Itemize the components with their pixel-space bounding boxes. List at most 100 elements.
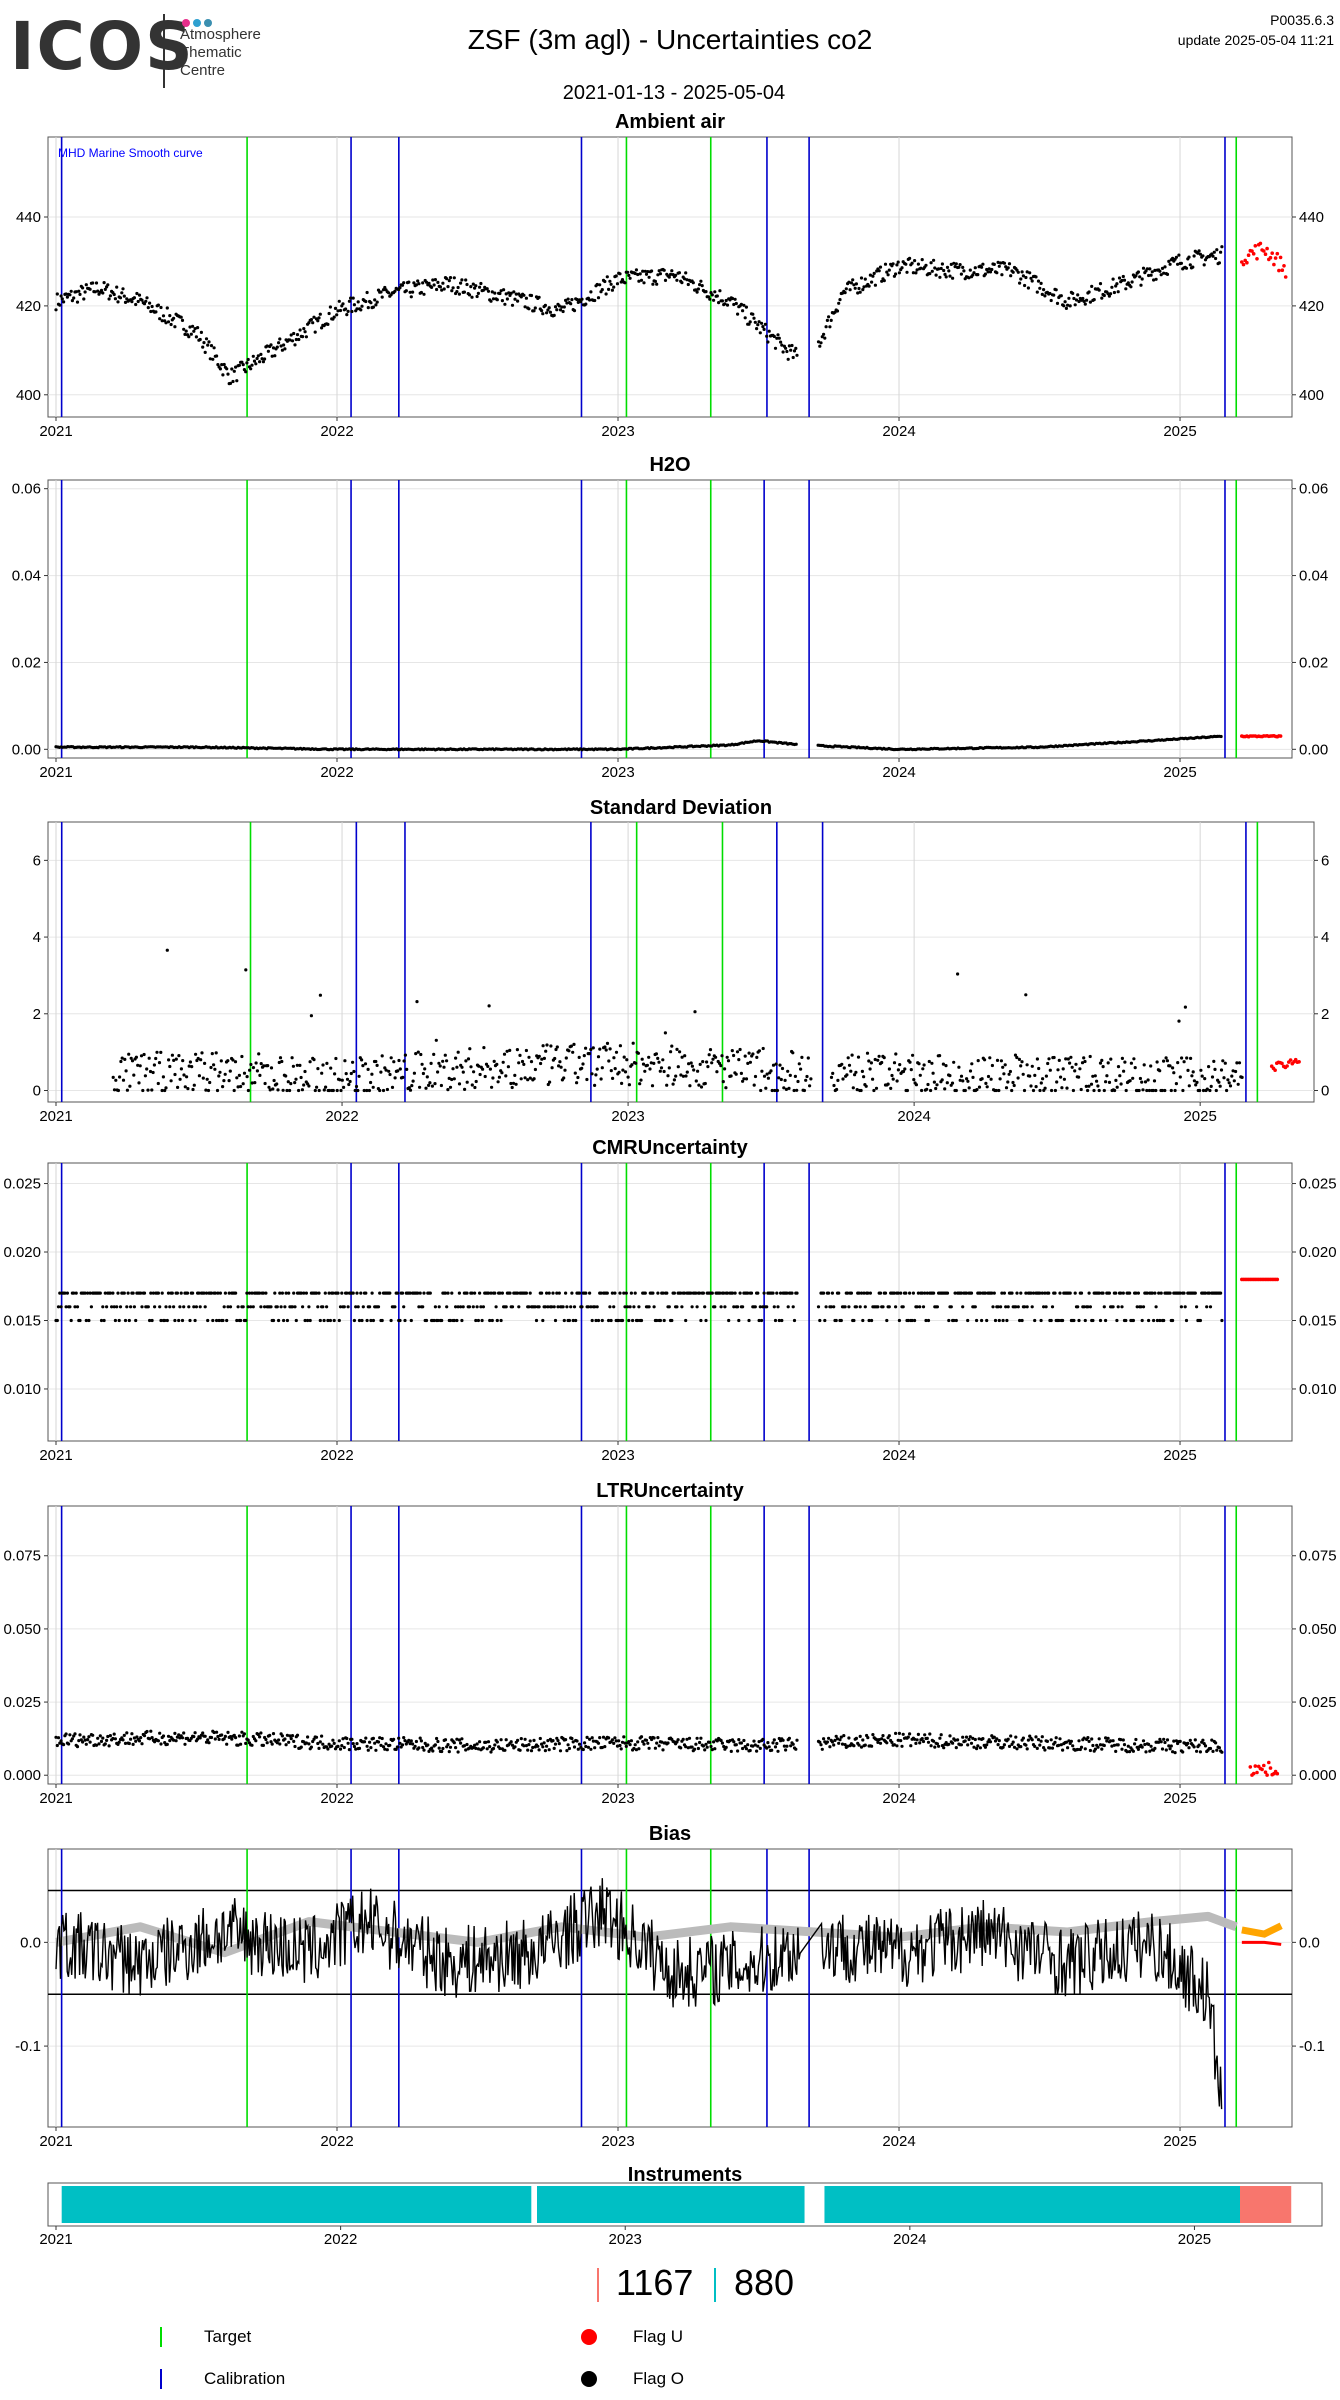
flag-o-point — [971, 1736, 975, 1740]
cmruncertainty-frame — [47, 1162, 1293, 1442]
flag-u-point — [1248, 1765, 1253, 1769]
flag-o-point — [480, 1318, 484, 1323]
flag-o-point — [676, 1738, 680, 1742]
flag-o-point — [743, 1054, 747, 1058]
flag-o-point — [331, 1291, 335, 1295]
flag-o-point — [900, 1744, 904, 1748]
flag-u-legend-swatch — [581, 2329, 597, 2345]
flag-o-point — [433, 278, 437, 282]
flag-o-point — [959, 1291, 964, 1295]
flag-o-point — [465, 1291, 469, 1295]
flag-o-point — [677, 271, 682, 275]
flag-o-point — [600, 1318, 604, 1323]
flag-o-point — [203, 1061, 207, 1065]
flag-o-point — [1220, 1750, 1224, 1754]
h2o-title: H2O — [649, 454, 690, 476]
flag-o-point — [573, 1071, 577, 1075]
flag-o-point — [290, 339, 295, 343]
flag-o-point — [975, 1088, 979, 1092]
flag-o-point — [337, 299, 341, 303]
flag-o-point — [892, 1061, 897, 1065]
flag-o-point — [55, 1318, 59, 1323]
flag-o-point — [516, 1738, 520, 1742]
flag-o-point — [780, 1318, 784, 1323]
flag-o-point — [860, 1069, 865, 1073]
flag-o-point — [184, 329, 188, 333]
flag-o-point — [876, 1740, 880, 1744]
flag-o-point — [64, 1732, 68, 1736]
flag-o-point — [1012, 1083, 1016, 1088]
flag-o-point — [603, 279, 607, 284]
flag-o-point — [1203, 1744, 1208, 1748]
flag-o-point — [523, 1076, 527, 1080]
flag-o-point — [851, 1086, 855, 1090]
flag-o-point — [672, 1291, 677, 1295]
flag-o-point — [988, 1056, 992, 1060]
flag-o-point — [59, 1305, 63, 1309]
flag-o-point — [1164, 1056, 1168, 1060]
flag-o-point — [323, 1291, 327, 1295]
flag-o-point — [987, 267, 991, 271]
flag-o-point — [260, 357, 264, 361]
flag-o-point — [958, 263, 962, 267]
flag-o-point — [825, 318, 830, 322]
flag-o-point — [940, 262, 945, 266]
flag-o-point — [675, 278, 679, 282]
flag-o-point — [978, 1746, 983, 1750]
flag-o-point — [1171, 1318, 1175, 1323]
flag-o-point — [1114, 1291, 1118, 1295]
flag-o-point — [953, 1738, 957, 1742]
flag-o-point — [108, 1291, 112, 1295]
y-tick-label: 0.04 — [12, 568, 41, 585]
x-tick-label: 2024 — [893, 2231, 926, 2248]
flag-o-point — [1087, 1084, 1091, 1088]
flag-o-point — [388, 1743, 392, 1747]
flag-o-point — [1087, 290, 1091, 294]
flag-o-point — [804, 1078, 808, 1082]
flag-o-point — [294, 1077, 298, 1081]
flag-o-point — [659, 1066, 664, 1070]
flag-o-point — [228, 1069, 232, 1073]
flag-o-point — [588, 298, 592, 302]
flag-o-point — [765, 1746, 769, 1750]
flag-o-point — [277, 341, 281, 345]
flag-o-point — [540, 1291, 544, 1295]
flag-o-point — [867, 284, 871, 288]
flag-o-point — [734, 1743, 738, 1747]
flag-o-point — [863, 277, 867, 281]
flag-o-point — [1062, 304, 1066, 308]
flag-o-point — [990, 1291, 994, 1295]
flag-o-point — [544, 1049, 548, 1053]
flag-o-point — [1217, 261, 1221, 265]
flag-o-point — [1039, 281, 1043, 285]
flag-o-point — [628, 276, 632, 280]
flag-o-point — [609, 1069, 613, 1073]
flag-o-point — [1145, 1291, 1149, 1295]
flag-o-point — [369, 1080, 373, 1085]
ltruncertainty-title: LTRUncertainty — [596, 1480, 744, 1502]
flag-o-point — [701, 1060, 705, 1064]
flag-o-point — [89, 1305, 93, 1309]
flag-o-point — [1176, 262, 1180, 266]
flag-o-point — [622, 1291, 626, 1295]
flag-o-point — [576, 300, 580, 304]
flag-o-point — [966, 1318, 970, 1323]
flag-o-point — [1029, 1291, 1033, 1295]
flag-o-point — [1184, 1318, 1189, 1323]
flag-o-point — [986, 1074, 991, 1079]
flag-o-point — [1232, 1079, 1236, 1083]
flag-u-point — [1262, 249, 1266, 253]
flag-o-point — [1217, 1080, 1221, 1084]
flag-o-point — [1120, 1056, 1124, 1060]
flag-o-point — [373, 298, 377, 302]
flag-o-point — [499, 289, 503, 293]
flag-o-point — [221, 1085, 225, 1089]
flag-o-point — [280, 1059, 284, 1064]
flag-o-point — [160, 1291, 164, 1295]
flag-o-point — [78, 1733, 82, 1737]
flag-o-point — [311, 321, 315, 325]
flag-o-point — [556, 1739, 560, 1743]
flag-o-point — [431, 1749, 435, 1753]
flag-o-point — [988, 1740, 993, 1744]
flag-o-point — [614, 1739, 618, 1743]
